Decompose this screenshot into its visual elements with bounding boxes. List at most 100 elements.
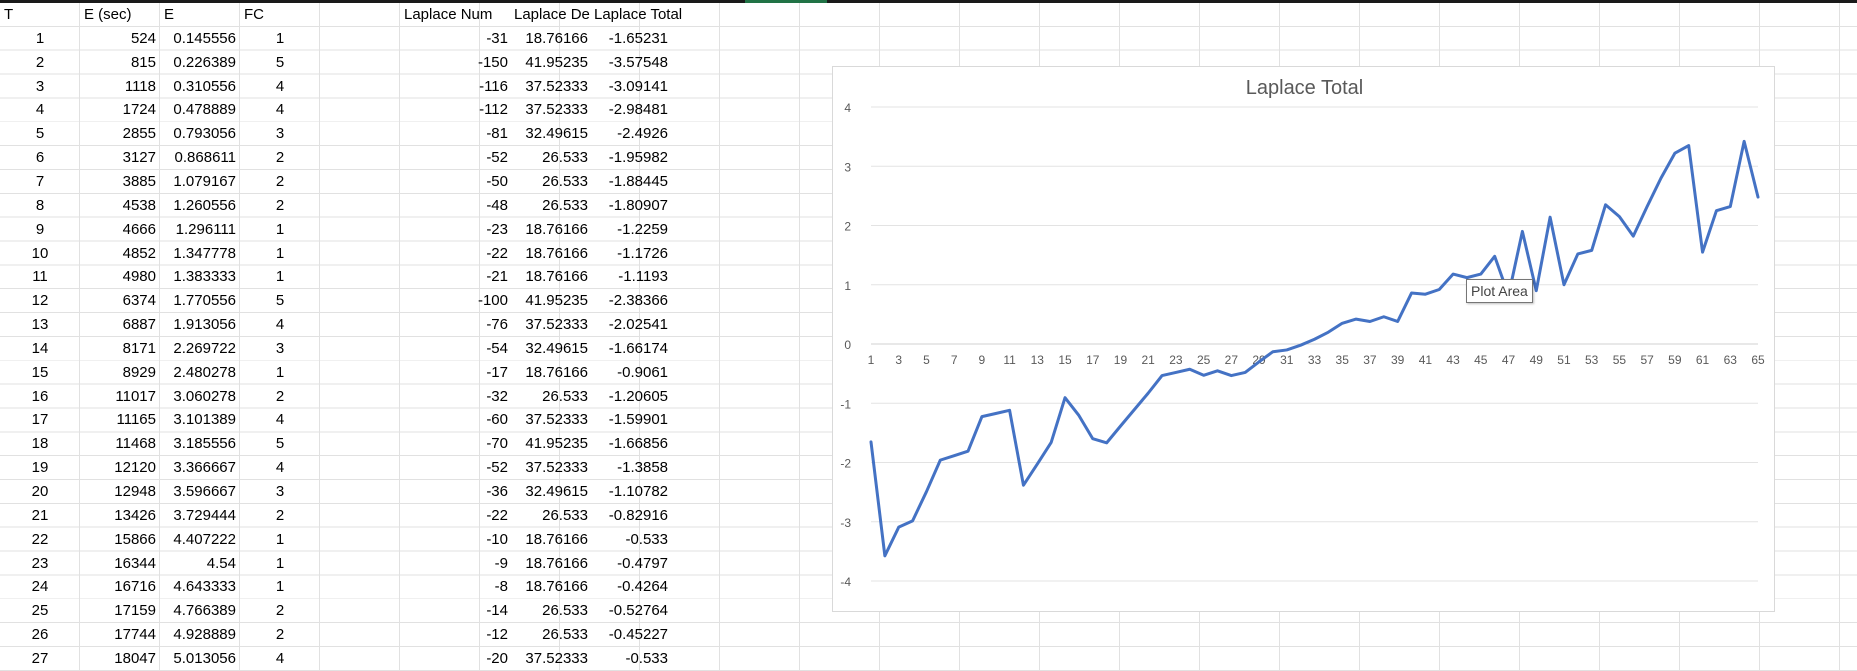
cell-e[interactable]: 1.260556	[173, 196, 236, 214]
cell-e-sec[interactable]: 1724	[122, 101, 156, 119]
cell-fc[interactable]: 2	[275, 172, 285, 190]
cell-fc[interactable]: 1	[275, 554, 285, 572]
cell-e-sec[interactable]: 4852	[122, 244, 156, 262]
cell-e-sec[interactable]: 4980	[122, 268, 156, 286]
cell-laplace-de[interactable]: 26.533	[542, 626, 588, 644]
cell-laplace-total[interactable]: -1.80907	[608, 196, 668, 214]
cell-e-sec[interactable]: 4538	[122, 196, 156, 214]
cell-fc[interactable]: 2	[275, 626, 285, 644]
cell-fc[interactable]: 1	[275, 578, 285, 596]
cell-laplace-total[interactable]: -2.4926	[617, 125, 668, 143]
cell-laplace-total[interactable]: -1.10782	[608, 483, 668, 500]
cell-t[interactable]: 25	[31, 602, 49, 620]
cell-e-sec[interactable]: 11165	[116, 411, 157, 429]
cell-e-sec[interactable]: 6374	[122, 292, 156, 310]
cell-laplace-total[interactable]: -1.1726	[617, 244, 668, 262]
cell-laplace-num[interactable]: -9	[494, 554, 508, 572]
cell-fc[interactable]: 4	[275, 101, 285, 119]
cell-laplace-total[interactable]: -1.65231	[608, 29, 668, 47]
cell-t[interactable]: 24	[31, 578, 49, 596]
cell-fc[interactable]: 2	[275, 602, 285, 620]
cell-laplace-de[interactable]: 18.76166	[525, 220, 588, 238]
cell-e-sec[interactable]: 815	[130, 53, 156, 71]
cell-laplace-de[interactable]: 37.52333	[525, 459, 588, 477]
cell-t[interactable]: 20	[31, 483, 49, 500]
cell-laplace-total[interactable]: -1.66856	[608, 435, 668, 453]
cell-laplace-de[interactable]: 37.52333	[525, 649, 588, 667]
cell-e-sec[interactable]: 17744	[114, 626, 156, 644]
cell-laplace-num[interactable]: -48	[486, 196, 508, 214]
cell-laplace-num[interactable]: -22	[486, 506, 508, 524]
cell-e-sec[interactable]: 2855	[122, 125, 156, 143]
cell-fc[interactable]: 4	[275, 459, 285, 477]
cell-laplace-num[interactable]: -12	[486, 626, 508, 644]
cell-laplace-de[interactable]: 32.49615	[525, 339, 588, 357]
cell-t[interactable]: 10	[31, 244, 49, 262]
cell-laplace-de[interactable]: 26.533	[542, 196, 588, 214]
cell-e[interactable]: 4.643333	[173, 578, 236, 596]
cell-laplace-de[interactable]: 18.76166	[525, 244, 588, 262]
header-e[interactable]: E	[164, 6, 175, 23]
cell-e-sec[interactable]: 3885	[122, 172, 156, 190]
cell-laplace-de[interactable]: 32.49615	[525, 483, 588, 500]
cell-t[interactable]: 4	[35, 101, 45, 119]
cell-t[interactable]: 13	[31, 316, 49, 334]
cell-t[interactable]: 12	[31, 292, 49, 310]
cell-fc[interactable]: 5	[275, 292, 285, 310]
cell-laplace-de[interactable]: 18.76166	[525, 530, 588, 548]
cell-e[interactable]: 0.226389	[173, 53, 236, 71]
cell-laplace-num[interactable]: -20	[486, 649, 508, 667]
cell-laplace-total[interactable]: -2.38366	[608, 292, 668, 310]
cell-laplace-total[interactable]: -3.57548	[608, 53, 668, 71]
cell-fc[interactable]: 2	[275, 387, 285, 405]
cell-laplace-de[interactable]: 37.52333	[525, 411, 588, 429]
cell-laplace-total[interactable]: -0.4797	[617, 554, 668, 572]
cell-laplace-total[interactable]: -1.1193	[618, 268, 668, 286]
cell-laplace-de[interactable]: 32.49615	[525, 125, 588, 143]
chart-laplace-total[interactable]: Laplace Total -4 -3 -2 -1 0 1 2 3 4 1 3 5 7 9 11 13 15 17…	[832, 66, 1775, 612]
series-line-laplace-total[interactable]	[869, 139, 1760, 558]
cell-e[interactable]: 0.868611	[174, 149, 236, 167]
cell-e[interactable]: 3.060278	[173, 387, 236, 405]
cell-e[interactable]: 1.296111	[175, 220, 236, 238]
cell-laplace-num[interactable]: -10	[486, 530, 508, 548]
cell-t[interactable]: 17	[31, 411, 49, 429]
cell-t[interactable]: 19	[31, 459, 49, 477]
cell-laplace-total[interactable]: -1.59901	[608, 411, 668, 429]
cell-e[interactable]: 4.407222	[173, 530, 236, 548]
cell-e[interactable]: 2.480278	[173, 363, 236, 381]
cell-laplace-de[interactable]: 18.76166	[525, 363, 588, 381]
cell-laplace-de[interactable]: 41.95235	[525, 435, 588, 453]
cell-t[interactable]: 8	[35, 196, 45, 214]
cell-laplace-num[interactable]: -116	[479, 77, 508, 95]
cell-laplace-total[interactable]: -3.09141	[608, 77, 668, 95]
cell-e[interactable]: 3.101389	[173, 411, 236, 429]
cell-t[interactable]: 22	[31, 530, 49, 548]
cell-laplace-total[interactable]: -1.3858	[617, 459, 668, 477]
cell-fc[interactable]: 1	[275, 220, 285, 238]
cell-t[interactable]: 18	[31, 435, 49, 453]
cell-laplace-total[interactable]: -1.66174	[608, 339, 668, 357]
cell-laplace-de[interactable]: 18.76166	[525, 578, 588, 596]
cell-fc[interactable]: 4	[275, 411, 285, 429]
cell-t[interactable]: 23	[31, 554, 49, 572]
cell-e[interactable]: 0.478889	[173, 101, 236, 119]
cell-laplace-num[interactable]: -17	[486, 363, 508, 381]
cell-laplace-num[interactable]: -54	[486, 339, 508, 357]
cell-laplace-de[interactable]: 26.533	[542, 602, 588, 620]
cell-e[interactable]: 3.596667	[173, 483, 236, 500]
cell-laplace-num[interactable]: -32	[486, 387, 508, 405]
cell-laplace-total[interactable]: -0.4264	[617, 578, 668, 596]
cell-e[interactable]: 5.013056	[173, 649, 236, 667]
cell-laplace-total[interactable]: -0.533	[625, 649, 668, 667]
cell-laplace-de[interactable]: 41.95235	[525, 53, 588, 71]
cell-t[interactable]: 9	[35, 220, 45, 238]
cell-laplace-total[interactable]: -0.45227	[608, 626, 668, 644]
header-fc[interactable]: FC	[244, 6, 264, 23]
cell-t[interactable]: 15	[31, 363, 49, 381]
cell-laplace-de[interactable]: 18.76166	[525, 268, 588, 286]
cell-e[interactable]: 0.793056	[173, 125, 236, 143]
cell-laplace-de[interactable]: 18.76166	[525, 554, 588, 572]
header-e-sec[interactable]: E (sec)	[84, 6, 132, 23]
